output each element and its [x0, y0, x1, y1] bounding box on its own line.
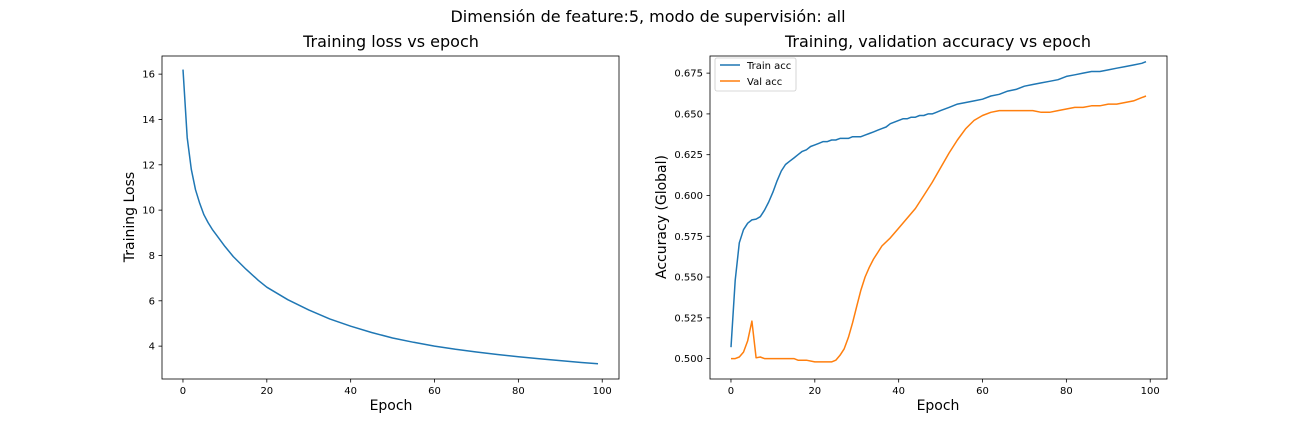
- loss-x-tick-label: 100: [593, 386, 612, 397]
- accuracy-y-tick-label: 0.525: [674, 313, 703, 324]
- accuracy-x-tick-label: 100: [1141, 386, 1160, 397]
- loss-panel-title: Training loss vs epoch: [302, 32, 479, 51]
- legend: Train acc Val acc: [714, 57, 797, 92]
- accuracy-y-tick-label: 0.500: [674, 354, 703, 365]
- series-line-training-loss: [182, 69, 599, 365]
- accuracy-y-axis-label: Accuracy (Global): [654, 155, 670, 279]
- accuracy-panel: Training, validation accuracy vs epoch 0…: [654, 32, 1168, 414]
- accuracy-panel-title: Training, validation accuracy vs epoch: [784, 32, 1091, 51]
- legend-label-train-acc: Train acc: [746, 61, 791, 72]
- loss-plot-area: [182, 69, 599, 365]
- loss-x-tick-label: 20: [260, 386, 273, 397]
- accuracy-x-axis-label: Epoch: [917, 398, 960, 414]
- loss-x-axis-label: Epoch: [370, 398, 413, 414]
- accuracy-x-tick-label: 0: [728, 386, 734, 397]
- accuracy-plot-area: [730, 60, 1147, 363]
- loss-y-tick-label: 4: [149, 342, 155, 353]
- loss-x-tick-label: 80: [512, 386, 525, 397]
- accuracy-x-tick-label: 60: [976, 386, 989, 397]
- loss-panel: Training loss vs epoch 0 20 40 60 80 100 4 6 8 10…: [122, 32, 620, 414]
- accuracy-x-tick-label: 20: [808, 386, 821, 397]
- figure-suptitle: Dimensión de feature:5, modo de supervis…: [450, 7, 845, 26]
- loss-x-tick-label: 0: [180, 386, 186, 397]
- accuracy-x-tick-label: 40: [892, 386, 905, 397]
- series-line-val-acc: [731, 95, 1147, 363]
- loss-x-tick-label: 40: [344, 386, 357, 397]
- loss-axes-frame: [161, 55, 620, 380]
- loss-y-tick-label: 16: [142, 70, 155, 81]
- accuracy-y-tick-label: 0.550: [674, 273, 703, 284]
- accuracy-x-tick-label: 80: [1060, 386, 1073, 397]
- accuracy-y-tick-label: 0.575: [674, 232, 703, 243]
- accuracy-y-tick-label: 0.600: [674, 191, 703, 202]
- loss-y-tick-label: 12: [142, 160, 155, 171]
- loss-ticks: 0 20 40 60 80 100 4 6 8 10 12 14 16: [142, 70, 612, 397]
- loss-y-tick-label: 6: [149, 296, 155, 307]
- loss-x-tick-label: 60: [428, 386, 441, 397]
- loss-y-tick-label: 10: [142, 206, 155, 217]
- loss-y-tick-label: 8: [149, 251, 155, 262]
- accuracy-ticks: 0 20 40 60 80 100 0.500 0.525 0.550 0.575 0.600 0.6…: [674, 69, 1159, 397]
- accuracy-y-tick-label: 0.625: [674, 150, 703, 161]
- accuracy-y-tick-label: 0.675: [674, 69, 703, 80]
- legend-label-val-acc: Val acc: [747, 77, 782, 88]
- loss-y-axis-label: Training Loss: [122, 172, 138, 263]
- accuracy-axes-frame: [709, 55, 1168, 380]
- loss-y-tick-label: 14: [142, 115, 155, 126]
- legend-box: [714, 57, 797, 92]
- accuracy-y-tick-label: 0.650: [674, 109, 703, 120]
- series-line-train-acc: [730, 60, 1147, 348]
